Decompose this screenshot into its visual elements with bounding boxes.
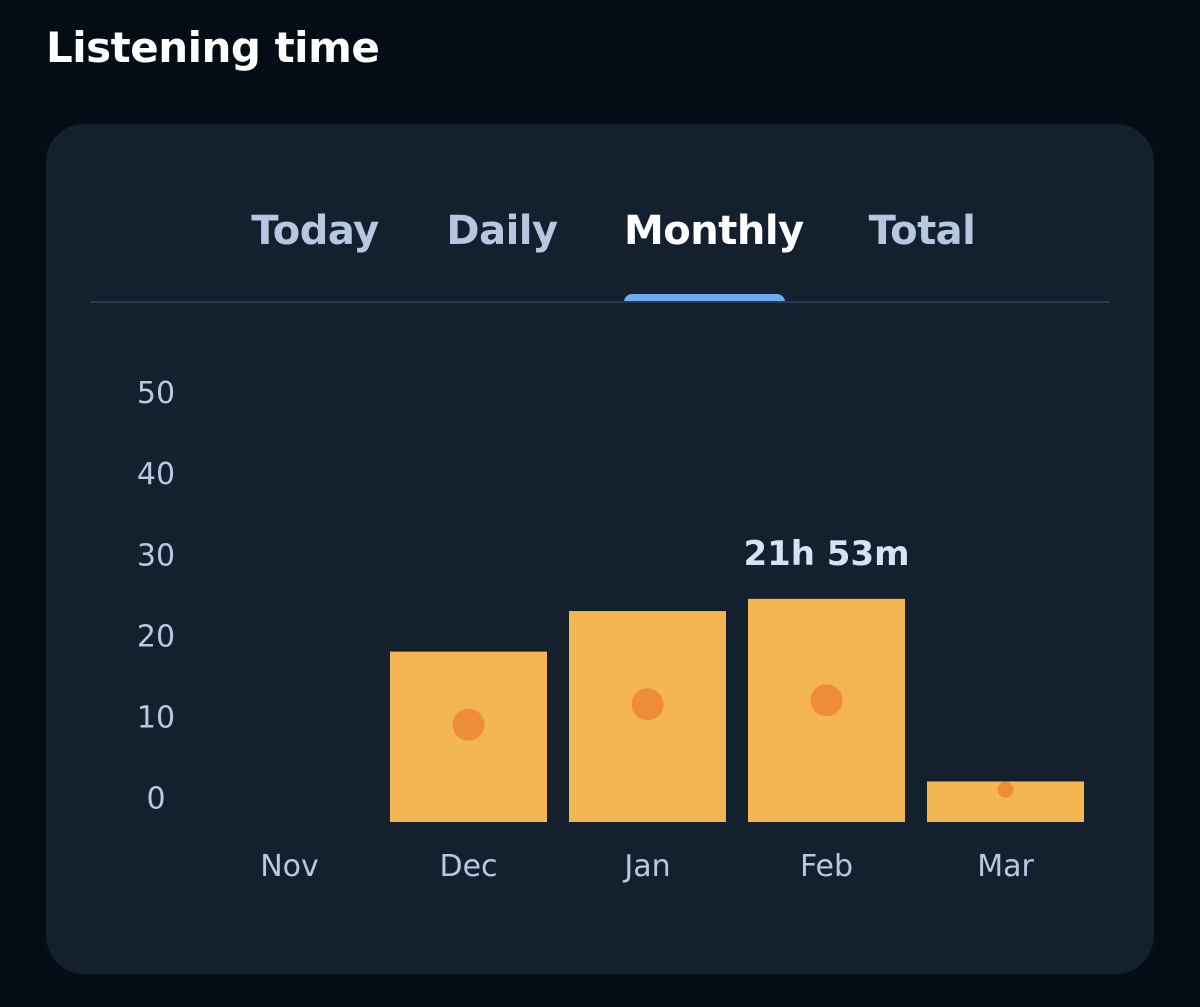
chart-card: 0 10 20 30 40 50 Nov Dec Jan Feb 21h 53m Mar Today … [46, 124, 1154, 974]
x-tick-label: Nov [260, 849, 319, 884]
tab-label: Daily [446, 208, 558, 254]
x-tick-label: Jan [622, 849, 670, 884]
y-tick-label: 40 [137, 457, 175, 492]
active-tab-indicator [624, 294, 785, 303]
tab-label: Monthly [624, 208, 804, 254]
bar-dot-feb [810, 684, 843, 717]
tabs-divider [90, 301, 1110, 303]
y-tick-label: 50 [137, 376, 175, 411]
y-tick-label: 30 [137, 538, 175, 573]
tab-label: Total [868, 208, 976, 254]
page-title: Listening time [46, 23, 380, 72]
x-tick-label: Mar [977, 849, 1034, 884]
y-tick-label: 20 [137, 619, 175, 654]
period-tabs: Today Daily Monthly Total [90, 202, 1110, 303]
bar-dot-mar [997, 781, 1014, 798]
bar-value-label: 21h 53m [743, 534, 909, 574]
bar-dot-dec [452, 708, 485, 741]
tab-label: Today [251, 208, 379, 254]
y-tick-label: 0 [146, 782, 165, 817]
tab-total[interactable]: Total [859, 202, 985, 302]
tab-today[interactable]: Today [234, 202, 396, 302]
y-tick-label: 10 [137, 701, 175, 736]
bar-dot-jan [631, 688, 664, 721]
tab-monthly[interactable]: Monthly [624, 202, 804, 303]
tab-daily[interactable]: Daily [432, 202, 572, 302]
bar-chart: 0 10 20 30 40 50 Nov Dec Jan Feb 21h 53m Mar [137, 376, 1084, 884]
x-tick-label: Feb [800, 849, 853, 884]
x-tick-label: Dec [439, 849, 497, 884]
